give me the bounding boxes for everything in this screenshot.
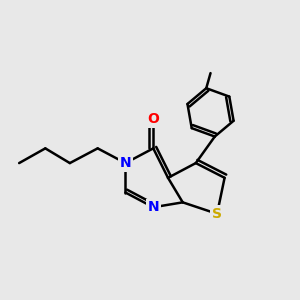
Text: N: N (148, 200, 159, 214)
Text: O: O (147, 112, 159, 126)
Text: N: N (120, 156, 131, 170)
Text: S: S (212, 207, 222, 221)
